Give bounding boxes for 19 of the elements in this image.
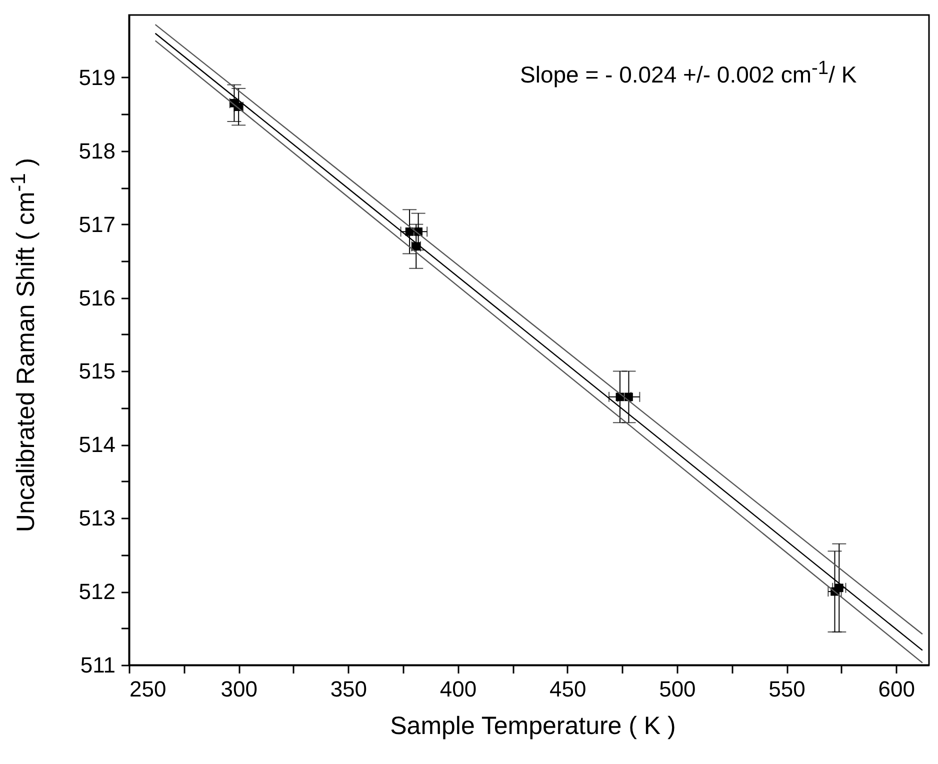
annotation: Slope = - 0.024 +/- 0.002 cm$^{-1}$/ K (520, 58, 857, 89)
y-tick-label: 518 (78, 138, 116, 164)
y-tick-label: 519 (78, 64, 116, 90)
x-tick-label: 400 (440, 676, 477, 702)
y-tick-label: 513 (78, 506, 116, 531)
x-axis-title: Sample Temperature ( K ) (390, 712, 676, 741)
y-tick-label: 512 (78, 579, 116, 604)
y-tick-label: 517 (78, 212, 116, 237)
y-tick-label: 511 (80, 652, 116, 678)
x-tick-label: 450 (549, 676, 586, 702)
x-tick-label: 350 (330, 676, 368, 702)
x-tick-label: 250 (130, 676, 166, 702)
y-tick-label: 514 (78, 432, 116, 458)
x-tick-label: 300 (220, 676, 258, 702)
x-tick-label: 500 (659, 676, 696, 702)
y-tick-label: 515 (78, 358, 116, 384)
x-tick-label: 600 (878, 676, 915, 702)
x-tick-label: 550 (768, 676, 806, 702)
y-tick-label: 516 (78, 285, 116, 310)
